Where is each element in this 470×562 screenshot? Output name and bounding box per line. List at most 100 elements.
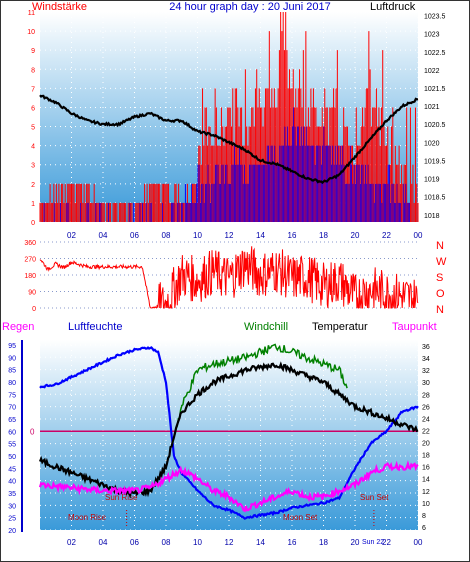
p3-x-tick-label: 04 [99,538,108,547]
pressure-axis-title: Luftdruck [370,1,416,13]
zero-label: 0 [30,427,35,436]
p3-right-tick-label: 32 [422,368,430,375]
p1-x-tick-label: 12 [225,231,234,240]
p1-x-tick-label: 04 [99,231,108,240]
p3-right-tick-label: 24 [422,416,430,423]
p3-left-tick-label: 25 [8,516,16,523]
pressure-line [39,94,419,185]
p1-x-tick-label: 06 [130,231,139,240]
p2-left-tick-label: 180 [24,273,36,280]
series-lines [38,94,419,520]
p2-left-tick-label: 0 [32,306,36,313]
p3-right-tick-label: 36 [422,344,430,351]
p1-right-tick-label: 1023 [424,32,440,39]
p3-left-tick-label: 30 [8,503,16,510]
p2-left-tick-label: 270 [24,257,36,264]
p1-left-tick-label: 1 [31,201,35,208]
dewpoint-line [38,459,419,513]
p3-left-tick-label: 70 [8,405,16,412]
p1-left-tick-label: 9 [31,48,35,55]
wind-bars [39,12,419,222]
p2-compass-label: O [436,288,445,300]
p3-right-tick-label: 14 [422,477,430,484]
p1-left-tick-label: 8 [31,67,35,74]
p3-x-tick-label: 10 [193,538,202,547]
p3-left-tick-label: 20 [8,528,16,535]
p1-x-tick-label: 20 [351,231,360,240]
sun-set-annotation: Sun Set [360,493,389,502]
p1-left-tick-label: 10 [27,29,35,36]
p1-x-tick-label: 00 [414,231,423,240]
p3-x-tick-label: 14 [256,538,265,547]
p3-left-tick-label: 75 [8,392,16,399]
p1-left-tick-label: 0 [31,220,35,227]
p1-right-tick-label: 1020 [424,140,440,147]
p3-left-tick-label: 40 [8,479,16,486]
p3-right-tick-label: 16 [422,465,430,472]
p1-right-tick-label: 1019 [424,177,440,184]
p3-x-tick-label: 22 [382,538,391,547]
p2-compass-label: W [436,256,447,268]
p1-x-tick-label: 14 [256,231,265,240]
p3-right-tick-label: 34 [422,356,430,363]
p1-x-tick-label: 02 [67,231,76,240]
p2-compass-label: S [436,272,443,284]
p1-left-tick-label: 5 [31,125,35,132]
p1-x-tick-label: 18 [319,231,328,240]
p1-right-tick-label: 1023.5 [424,14,446,21]
p3-right-tick-label: 8 [422,513,426,520]
humidity-line [39,346,419,520]
p3-x-tick-label: 06 [130,538,139,547]
p3-left-tick-label: 65 [8,417,16,424]
p3-x-tick-label: 00 [414,538,423,547]
p3-x-tick-label: 20 [351,538,360,547]
moon-rise-annotation: Moon Rise [68,513,107,522]
sun-rise-annotation: Sun Rise [105,493,138,502]
p3-left-tick-label: 80 [8,380,16,387]
taupunkt-label: Taupunkt [392,321,437,333]
p3-right-tick-label: 10 [422,501,430,508]
p1-left-tick-label: 11 [28,10,35,17]
p1-x-tick-label: 10 [193,231,202,240]
p3-right-tick-label: 30 [422,380,430,387]
p1-right-tick-label: 1021 [424,104,440,111]
p3-left-tick-label: 35 [8,491,16,498]
p3-right-tick-label: 28 [422,392,430,399]
p1-x-tick-label: 16 [288,231,297,240]
p2-compass-label: N [436,240,444,252]
p3-x-tick-label: 02 [67,538,76,547]
luftfeuchte-label: Luftfeuchte [68,321,122,333]
p3-left-tick-label: 50 [8,454,16,461]
p1-right-tick-label: 1019.5 [424,158,446,165]
temperatur-label: Temperatur [312,321,368,333]
p3-right-tick-label: 22 [422,428,430,435]
p1-right-tick-label: 1020.5 [424,122,446,129]
p1-x-tick-label: 08 [162,231,171,240]
p3-left-tick-label: 55 [8,442,16,449]
p1-left-tick-label: 3 [31,163,35,170]
sun-22-annotation: Sun 22 [362,539,384,546]
p1-left-tick-label: 6 [31,105,35,112]
p2-left-tick-label: 360 [24,240,36,247]
p3-right-tick-label: 6 [422,525,426,532]
windchill-line [173,343,348,438]
wind-axis-title: Windstärke [32,1,87,13]
p3-right-tick-label: 20 [422,441,430,448]
p2-left-tick-label: 90 [28,290,36,297]
p3-left-tick-label: 45 [8,466,16,473]
temperature-line [38,361,419,499]
p3-x-tick-label: 08 [162,538,171,547]
p3-x-tick-label: 16 [288,538,297,547]
wind-direction-panel [40,242,418,308]
p3-left-tick-label: 60 [8,429,16,436]
p3-x-tick-label: 12 [225,538,234,547]
p2-compass-label: N [436,304,444,316]
p1-left-tick-label: 2 [31,182,35,189]
p1-right-tick-label: 1018 [424,213,440,220]
axis-ticks: 0123456789101110181018.510191019.5102010… [8,10,447,547]
p1-right-tick-label: 1022.5 [424,50,446,57]
wind-direction-line [39,246,419,309]
p1-right-tick-label: 1018.5 [424,195,446,202]
p3-left-tick-label: 95 [8,343,16,350]
p3-x-tick-label: 18 [319,538,328,547]
